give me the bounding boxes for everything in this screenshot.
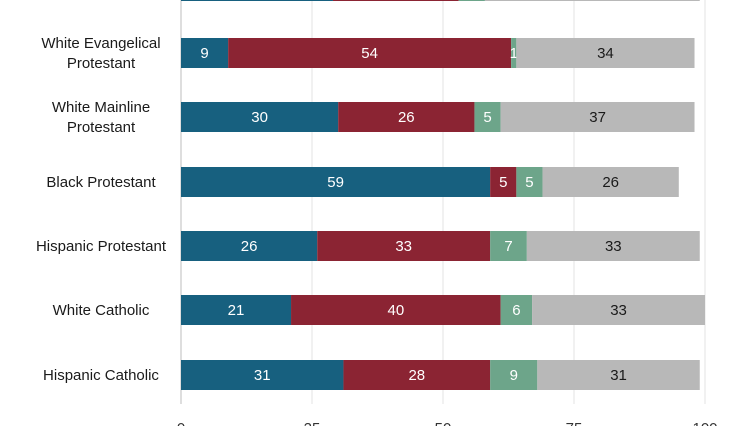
bar-segment <box>532 295 705 325</box>
category-labels: White Evangelical Protestant White Mainlin… <box>36 35 167 384</box>
bar-value-label: 5 <box>499 174 507 191</box>
bar-value-label: 26 <box>398 109 415 126</box>
category-label: Protestant <box>67 55 136 72</box>
bar-segment <box>490 360 538 390</box>
bar-value-label: 54 <box>361 45 378 62</box>
bar-segment <box>500 295 533 325</box>
bar-value-label: 31 <box>254 367 271 384</box>
bar-value-label: 5 <box>525 174 533 191</box>
x-tick-label: 0 <box>177 420 185 426</box>
category-label: White Catholic <box>53 302 150 319</box>
bar-segment <box>490 167 517 197</box>
bar-segment <box>343 360 491 390</box>
bar-value-label: 33 <box>605 238 622 255</box>
bar-value-label: 34 <box>597 45 614 62</box>
x-tick-label: 50 <box>435 420 452 426</box>
bar-segment <box>511 38 517 68</box>
bar-segment <box>474 102 501 132</box>
bar-segment <box>458 0 485 1</box>
bar-value-label: 26 <box>602 174 619 191</box>
bar-value-label: 21 <box>228 302 245 319</box>
bar-segment <box>317 231 491 261</box>
bar-value-label: 28 <box>408 367 425 384</box>
bar-value-label: 59 <box>327 174 344 191</box>
bar-segment <box>542 167 679 197</box>
bar-value-label: 37 <box>589 109 606 126</box>
bar-value-label: 31 <box>610 367 627 384</box>
x-axis-ticks: 0 25 50 75 100 <box>177 420 718 426</box>
bar-value-label: 6 <box>512 302 520 319</box>
bar-segment <box>181 167 491 197</box>
bar-value-label: 30 <box>251 109 268 126</box>
bar-segment <box>181 102 339 132</box>
category-label: Black Protestant <box>46 174 156 191</box>
bars: 9 54 1 34 30 26 5 37 59 5 5 26 26 33 7 33 21 40 6 33 31 28 9 31 <box>181 0 705 390</box>
category-label: Hispanic Protestant <box>36 238 167 255</box>
bar-value-label: 5 <box>483 109 491 126</box>
bar-value-label: 9 <box>200 45 208 62</box>
x-tick-label: 100 <box>692 420 717 426</box>
bar-value-label: 33 <box>395 238 412 255</box>
bar-value-label: 26 <box>241 238 258 255</box>
bar-segment <box>490 231 527 261</box>
bar-segment <box>181 38 229 68</box>
category-label: Hispanic Catholic <box>43 367 159 384</box>
category-label: Protestant <box>67 119 136 136</box>
x-tick-label: 25 <box>304 420 321 426</box>
bar-value-label: 33 <box>610 302 627 319</box>
bar-segment <box>516 38 695 68</box>
bar-segment <box>291 295 501 325</box>
bar-value-label: 1 <box>510 45 518 62</box>
bar-segment <box>500 102 695 132</box>
category-label: White Evangelical <box>41 35 160 52</box>
x-tick-label: 75 <box>566 420 583 426</box>
bar-segment <box>181 360 344 390</box>
bar-segment <box>484 0 700 1</box>
bar-value-label: 40 <box>387 302 404 319</box>
bar-segment <box>181 295 292 325</box>
bar-segment <box>181 231 318 261</box>
bar-segment <box>181 0 333 1</box>
bar-segment <box>332 0 459 1</box>
bar-segment <box>537 360 700 390</box>
category-label: White Mainline <box>52 99 150 116</box>
bar-segment <box>338 102 475 132</box>
bar-value-label: 7 <box>504 238 512 255</box>
bar-segment <box>228 38 512 68</box>
bar-value-label: 9 <box>510 367 518 384</box>
bar-segment <box>526 231 700 261</box>
bar-segment <box>516 167 543 197</box>
